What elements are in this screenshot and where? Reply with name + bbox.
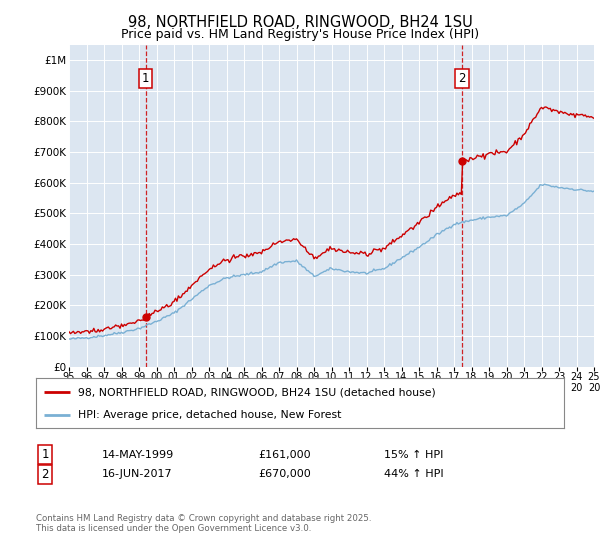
Text: £670,000: £670,000 (258, 469, 311, 479)
Text: 44% ↑ HPI: 44% ↑ HPI (384, 469, 443, 479)
Text: 16-JUN-2017: 16-JUN-2017 (102, 469, 173, 479)
Text: HPI: Average price, detached house, New Forest: HPI: Average price, detached house, New … (78, 410, 341, 420)
Text: £161,000: £161,000 (258, 450, 311, 460)
Text: 14-MAY-1999: 14-MAY-1999 (102, 450, 174, 460)
Text: Price paid vs. HM Land Registry's House Price Index (HPI): Price paid vs. HM Land Registry's House … (121, 28, 479, 41)
Text: 2: 2 (458, 72, 466, 85)
Text: 2: 2 (41, 468, 49, 481)
Text: 98, NORTHFIELD ROAD, RINGWOOD, BH24 1SU: 98, NORTHFIELD ROAD, RINGWOOD, BH24 1SU (128, 15, 472, 30)
Text: 98, NORTHFIELD ROAD, RINGWOOD, BH24 1SU (detached house): 98, NORTHFIELD ROAD, RINGWOOD, BH24 1SU … (78, 387, 436, 397)
Text: Contains HM Land Registry data © Crown copyright and database right 2025.
This d: Contains HM Land Registry data © Crown c… (36, 514, 371, 533)
Text: 1: 1 (142, 72, 149, 85)
Text: 15% ↑ HPI: 15% ↑ HPI (384, 450, 443, 460)
Text: 1: 1 (41, 448, 49, 461)
